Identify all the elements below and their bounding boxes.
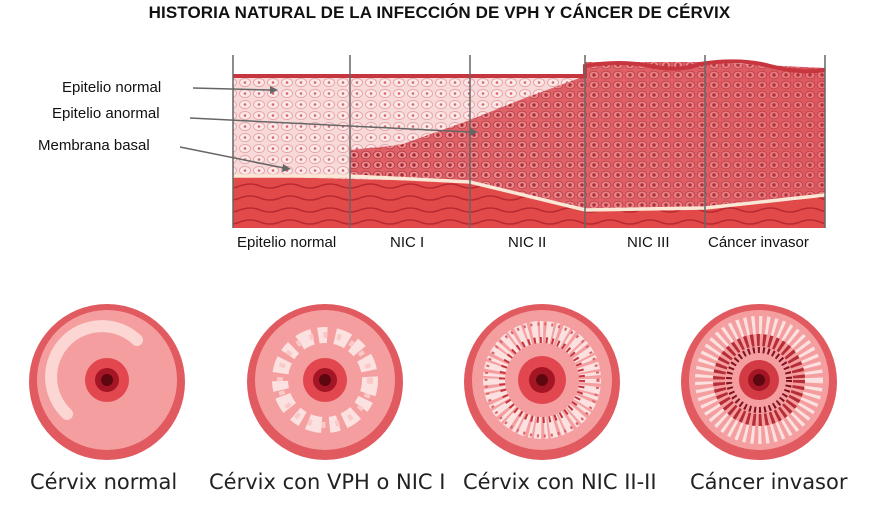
label-membrana-basal: Membrana basal: [38, 137, 150, 154]
stage-nic-1: NIC I: [390, 234, 425, 251]
cervix-normal-illustration: [29, 304, 185, 460]
label-epitelio-anormal: Epitelio anormal: [52, 105, 160, 122]
caption-cervix-normal: Cérvix normal: [30, 470, 178, 494]
arrow-membrana-basal: [179, 146, 285, 169]
label-epitelio-normal: Epitelio normal: [62, 79, 162, 96]
arrow-epitelio-normal: [192, 87, 271, 91]
cervix-nic2-illustration: [464, 304, 620, 460]
caption-cervix-nic2: Cérvix con NIC II-II: [463, 470, 657, 494]
stage-cancer-invasor: Cáncer invasor: [708, 234, 809, 251]
cervix-cancer-invasor-illustration: [681, 304, 837, 460]
stage-nic-3: NIC III: [627, 234, 670, 251]
figure-title: HISTORIA NATURAL DE LA INFECCIÓN DE VPH …: [148, 3, 731, 22]
stage-epitelio-normal: Epitelio normal: [237, 234, 337, 251]
cervix-vph-nic1-illustration: [247, 304, 403, 460]
stage-nic-2: NIC II: [508, 234, 547, 251]
epithelium-cross-section: [179, 55, 826, 228]
basement-membrane: [233, 174, 826, 212]
arrow-epitelio-anormal: [189, 117, 471, 133]
caption-cervix-vph-nic1: Cérvix con VPH o NIC I: [209, 470, 446, 494]
caption-cancer-invasor: Cáncer invasor: [690, 470, 848, 494]
